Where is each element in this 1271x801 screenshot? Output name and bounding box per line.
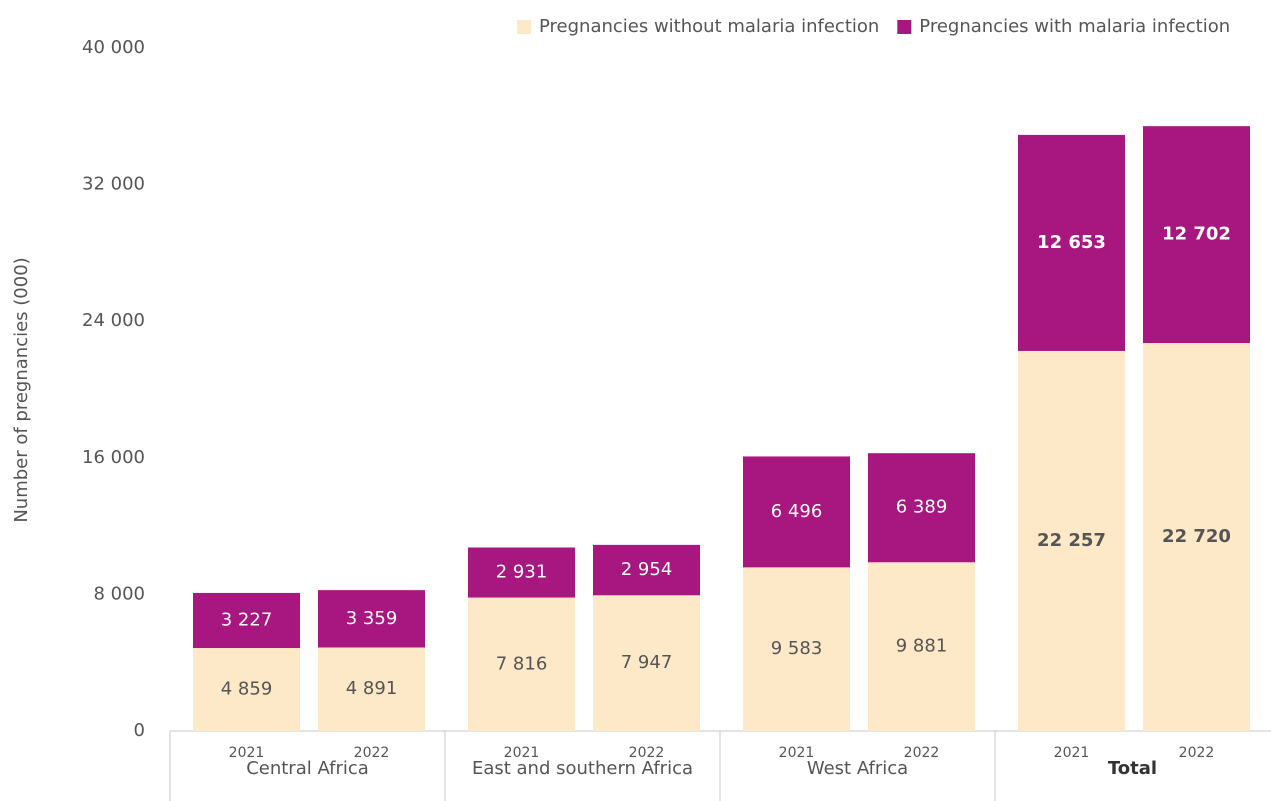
bar-segment xyxy=(743,567,850,731)
legend-swatch xyxy=(897,20,912,34)
bar-segment xyxy=(593,544,700,596)
data-label: 7 816 xyxy=(496,653,548,674)
x-tick-label: 2021 xyxy=(504,745,540,761)
legend-label: Pregnancies with malaria infection xyxy=(919,16,1230,37)
group-label: Total xyxy=(1108,758,1157,779)
group-label: Central Africa xyxy=(246,758,369,779)
bar-segment xyxy=(1018,350,1125,731)
data-label: 2 954 xyxy=(621,559,673,580)
y-tick-label: 16 000 xyxy=(82,447,145,468)
group-label: West Africa xyxy=(807,758,908,779)
group-label: East and southern Africa xyxy=(472,758,693,779)
bar-segment xyxy=(318,590,425,648)
data-label: 12 653 xyxy=(1037,232,1106,253)
x-tick-label: 2022 xyxy=(904,745,940,761)
legend-swatch xyxy=(517,20,531,34)
bar-segment xyxy=(743,456,850,568)
data-label: 7 947 xyxy=(621,652,673,673)
data-label: 3 227 xyxy=(221,609,273,630)
x-tick-label: 2021 xyxy=(1054,745,1090,761)
bar-segment xyxy=(1143,343,1250,731)
y-tick-label: 24 000 xyxy=(82,310,145,331)
data-label: 9 583 xyxy=(771,638,823,659)
y-tick-label: 40 000 xyxy=(82,37,145,58)
data-label: 4 891 xyxy=(346,678,398,699)
x-tick-label: 2021 xyxy=(229,745,265,761)
y-tick-label: 0 xyxy=(134,720,145,741)
data-label: 4 859 xyxy=(221,679,273,700)
x-tick-label: 2021 xyxy=(779,745,815,761)
y-axis-label: Number of pregnancies (000) xyxy=(11,257,32,522)
data-label: 9 881 xyxy=(896,636,948,657)
data-label: 12 702 xyxy=(1162,224,1231,245)
bar-segment xyxy=(318,647,425,731)
bar-segment xyxy=(193,592,300,649)
bar-segment xyxy=(868,453,975,563)
y-tick-label: 32 000 xyxy=(82,174,145,195)
bar-segment xyxy=(1018,134,1125,351)
x-tick-label: 2022 xyxy=(354,745,390,761)
x-tick-label: 2022 xyxy=(1179,745,1215,761)
data-label: 6 496 xyxy=(771,501,823,522)
bar-segment xyxy=(468,597,575,731)
x-tick-label: 2022 xyxy=(629,745,665,761)
bar-segment xyxy=(1143,126,1250,344)
bar-segment xyxy=(868,562,975,731)
data-label: 22 257 xyxy=(1037,530,1106,551)
bar-segment xyxy=(193,648,300,731)
legend-label: Pregnancies without malaria infection xyxy=(539,16,879,37)
data-label: 2 931 xyxy=(496,562,548,583)
data-label: 6 389 xyxy=(896,497,948,518)
y-tick-label: 8 000 xyxy=(93,583,145,604)
bar-segment xyxy=(468,547,575,598)
data-label: 3 359 xyxy=(346,608,398,629)
data-label: 22 720 xyxy=(1162,526,1231,547)
bar-segment xyxy=(593,595,700,731)
